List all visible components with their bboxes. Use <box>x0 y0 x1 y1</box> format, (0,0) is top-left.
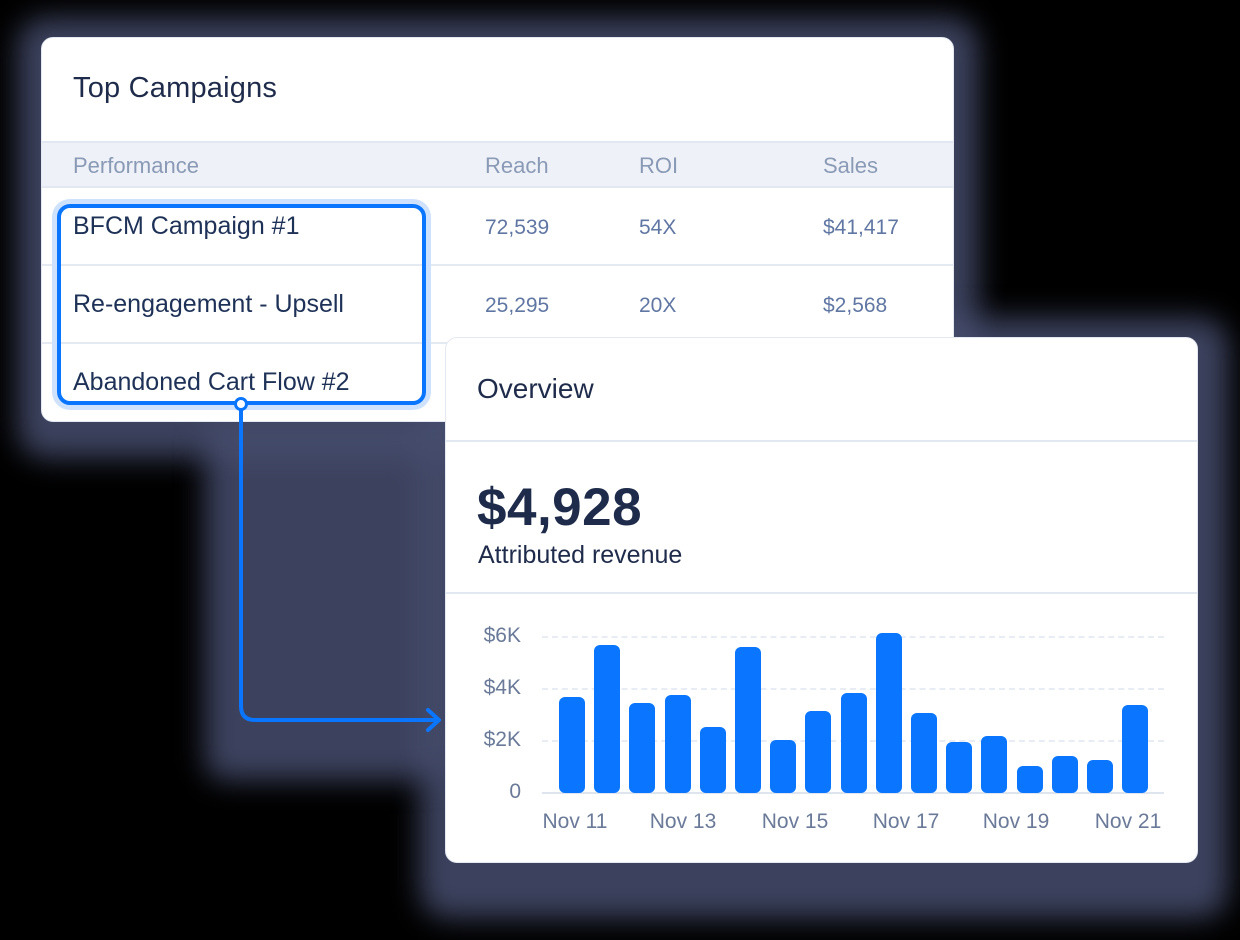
y-axis-label: $2K <box>483 728 521 751</box>
card-title: Overview <box>477 373 594 404</box>
chart-bar[interactable] <box>594 645 620 793</box>
x-axis-label: Nov 21 <box>1094 810 1162 833</box>
x-axis-label: Nov 11 <box>542 810 608 833</box>
chart-bar[interactable] <box>876 633 902 793</box>
y-axis-label: 0 <box>509 780 521 803</box>
roi-value: 54X <box>639 216 677 239</box>
chart-bar[interactable] <box>559 697 585 793</box>
chart-bar[interactable] <box>1017 766 1043 793</box>
y-axis-label: $6K <box>483 624 521 647</box>
divider <box>446 592 1197 594</box>
x-axis-baseline <box>542 792 1164 794</box>
chart-bar[interactable] <box>700 727 726 793</box>
card-title: Top Campaigns <box>73 72 278 104</box>
table-row[interactable]: Re-engagement - Upsell 25,295 20X $2,568 <box>42 266 953 344</box>
chart-bar[interactable] <box>735 647 761 793</box>
chart-bar[interactable] <box>1052 756 1078 793</box>
column-header-sales[interactable]: Sales <box>823 153 879 178</box>
sales-value: $41,417 <box>823 216 899 239</box>
y-axis-label: $4K <box>483 676 521 699</box>
x-axis-label: Nov 13 <box>649 810 717 833</box>
column-header-performance[interactable]: Performance <box>73 153 199 178</box>
chart-bar[interactable] <box>841 693 867 793</box>
metric-label: Attributed revenue <box>478 541 683 569</box>
metric-value: $4,928 <box>477 478 643 537</box>
gridline <box>542 688 1164 690</box>
chart-bar[interactable] <box>770 740 796 793</box>
reach-value: 72,539 <box>485 216 550 239</box>
x-axis-label: Nov 19 <box>982 810 1050 833</box>
column-header-reach[interactable]: Reach <box>485 153 549 178</box>
roi-value: 20X <box>639 294 677 317</box>
chart-bar[interactable] <box>1087 760 1113 793</box>
campaign-name[interactable]: BFCM Campaign #1 <box>73 212 300 240</box>
table-row[interactable]: Abandoned Cart Flow #2 <box>42 344 953 421</box>
reach-value: 25,295 <box>485 294 550 317</box>
chart-bar[interactable] <box>981 736 1007 793</box>
sales-value: $2,568 <box>823 294 888 317</box>
column-header-roi[interactable]: ROI <box>639 153 679 178</box>
overview-card: Overview $4,928 Attributed revenue $6K $… <box>445 337 1198 863</box>
revenue-bar-chart: $6K $4K $2K 0 Nov 11 Nov 13 Nov 15 Nov 1… <box>446 338 1197 862</box>
chart-bar[interactable] <box>946 742 972 793</box>
table-row[interactable]: BFCM Campaign #1 72,539 54X $41,417 <box>42 188 953 266</box>
x-axis-label: Nov 15 <box>761 810 829 833</box>
chart-bar[interactable] <box>911 713 937 793</box>
campaign-name[interactable]: Re-engagement - Upsell <box>73 290 344 318</box>
gridline <box>542 636 1164 638</box>
chart-bar[interactable] <box>665 695 691 793</box>
table-header: Performance Reach ROI Sales <box>42 141 953 188</box>
chart-bar[interactable] <box>805 711 831 793</box>
campaign-name[interactable]: Abandoned Cart Flow #2 <box>73 368 350 396</box>
chart-bar[interactable] <box>1122 705 1148 793</box>
x-axis-label: Nov 17 <box>872 810 940 833</box>
chart-bar[interactable] <box>629 703 655 793</box>
divider <box>446 440 1197 442</box>
